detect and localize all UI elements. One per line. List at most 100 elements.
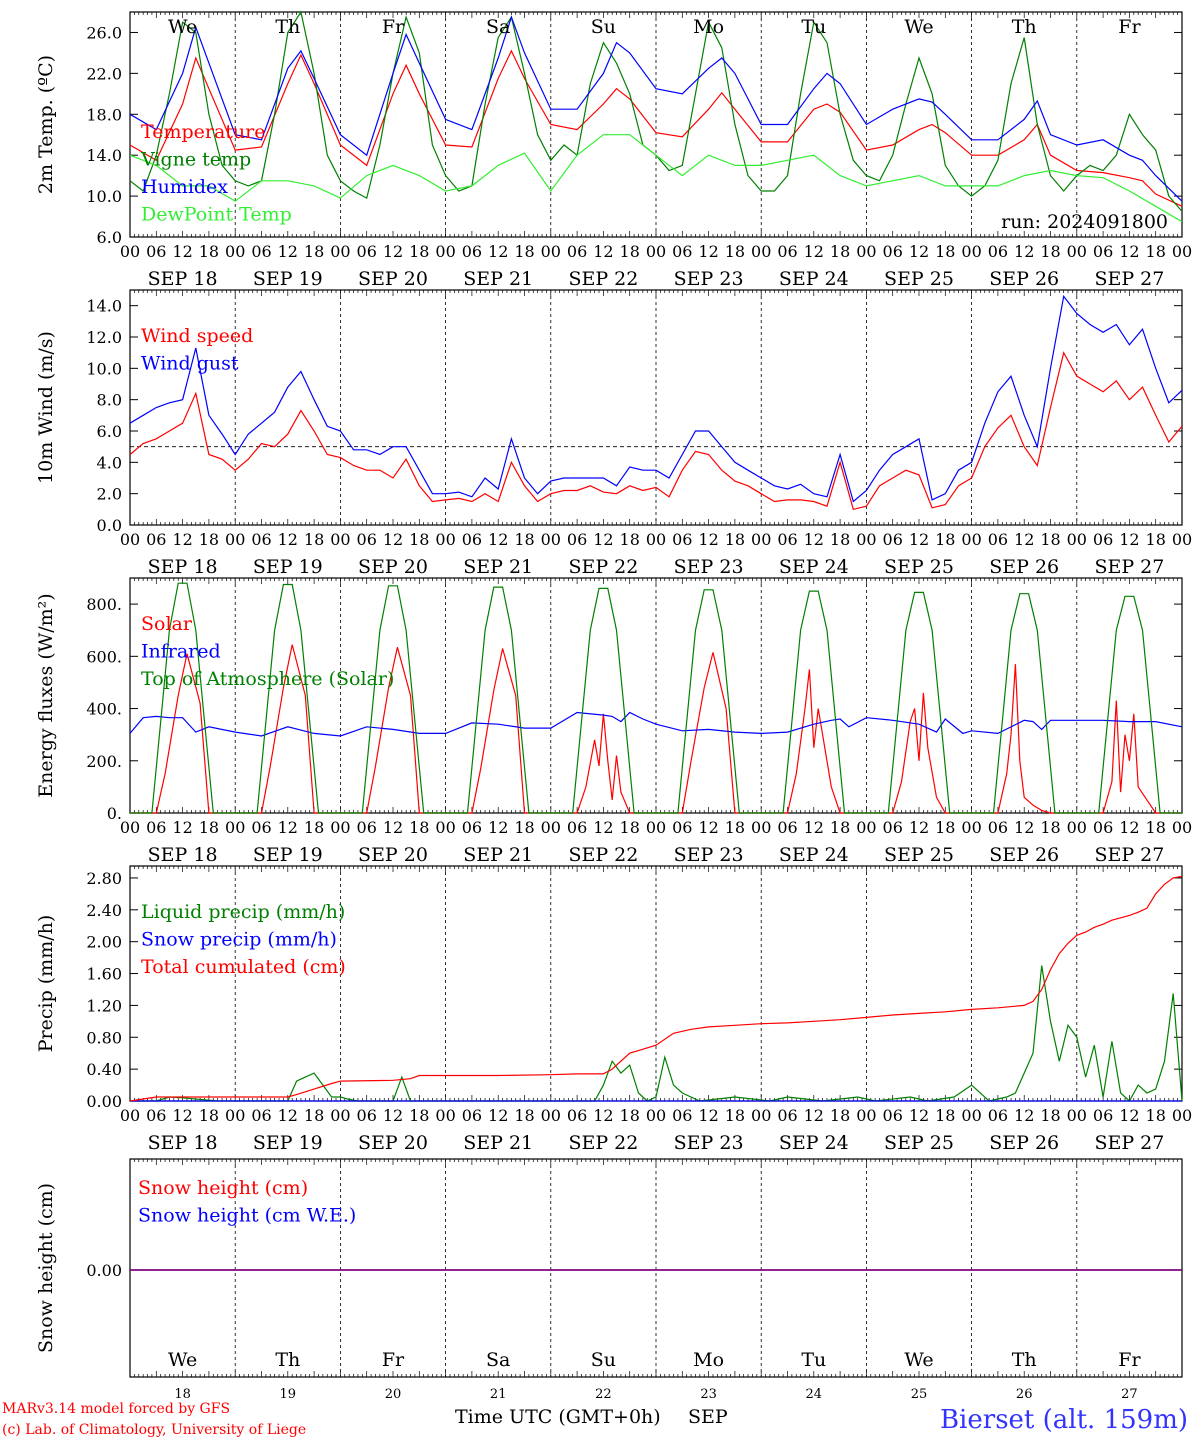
y-tick-label: 8.0 <box>97 391 122 410</box>
hour-label: 12 <box>278 818 298 837</box>
day-name: Th <box>1012 16 1037 38</box>
day-name: We <box>904 16 933 38</box>
y-tick-label: 1.60 <box>86 965 122 984</box>
y-tick-label: 0.80 <box>86 1028 122 1047</box>
date-label: SEP 25 <box>884 268 954 290</box>
panel-2: 0.0 2.0 4.0 6.0 8.0 10.0 12.0 14.0 10m Wind (m/s… <box>35 289 1192 578</box>
y-tick-label: 0.00 <box>86 1092 122 1111</box>
y-tick-label: 4.0 <box>97 453 122 472</box>
hour-label: 06 <box>462 1106 482 1125</box>
hour-label: 06 <box>567 818 587 837</box>
hour-label: 18 <box>830 530 850 549</box>
y-tick-label: 26.0 <box>86 23 122 42</box>
date-label: SEP 22 <box>568 268 638 290</box>
series-infrared <box>129 711 1183 737</box>
hour-label: 18 <box>304 530 324 549</box>
date-label: SEP 20 <box>358 268 428 290</box>
hour-label: 12 <box>1119 530 1139 549</box>
hour-label: 00 <box>225 818 245 837</box>
y-tick-label: 600. <box>86 647 122 666</box>
hour-label: 12 <box>488 530 508 549</box>
hour-label: 18 <box>620 1106 640 1125</box>
hour-label: 18 <box>514 242 534 261</box>
hour-label: 18 <box>514 818 534 837</box>
date-label: SEP 22 <box>568 844 638 866</box>
legend-item: Liquid precip (mm/h) <box>141 901 345 923</box>
hour-label: 06 <box>251 1106 271 1125</box>
hour-label: 12 <box>909 242 929 261</box>
hour-label: 12 <box>172 818 192 837</box>
hour-label: 18 <box>304 818 324 837</box>
hour-label: 18 <box>409 818 429 837</box>
legend-item: Humidex <box>141 176 228 198</box>
date-label: SEP 20 <box>358 556 428 578</box>
date-label: SEP 27 <box>1094 556 1164 578</box>
lab-credit: (c) Lab. of Climatology, University of L… <box>2 1422 306 1438</box>
hour-label: 00 <box>646 818 666 837</box>
hour-label: 18 <box>1146 1106 1166 1125</box>
y-tick-label: 10.0 <box>86 359 122 378</box>
y-axis-title: 2m Temp. (ºC) <box>35 55 57 194</box>
date-label: SEP 25 <box>884 1132 954 1154</box>
date-label: SEP 25 <box>884 556 954 578</box>
y-tick-label: 0.40 <box>86 1060 122 1079</box>
date-label: SEP 26 <box>989 844 1059 866</box>
hour-label: 06 <box>988 1106 1008 1125</box>
day-name-bottom: Sa <box>486 1349 510 1371</box>
hour-label: 06 <box>567 530 587 549</box>
month-label: SEP <box>688 1406 728 1428</box>
series-humidex <box>129 15 1183 202</box>
day-name: Fr <box>382 16 405 38</box>
series-solar <box>130 644 1182 814</box>
hour-label: 18 <box>514 530 534 549</box>
y-tick-label: 800. <box>86 595 122 614</box>
day-number: 20 <box>385 1387 402 1402</box>
hour-label: 00 <box>435 1106 455 1125</box>
series-total-cumulated-cm- <box>129 875 1183 1102</box>
hour-label: 06 <box>357 818 377 837</box>
day-number: 23 <box>700 1387 717 1402</box>
hour-label: 00 <box>120 530 140 549</box>
day-name-bottom: Su <box>591 1349 616 1371</box>
hour-label: 18 <box>830 242 850 261</box>
date-label: SEP 24 <box>779 268 849 290</box>
hour-label: 06 <box>357 1106 377 1125</box>
date-label: SEP 27 <box>1094 268 1164 290</box>
hour-label: 00 <box>330 818 350 837</box>
hour-label: 18 <box>199 1106 219 1125</box>
legend-item: Snow height (cm W.E.) <box>138 1205 356 1227</box>
hour-label: 18 <box>830 818 850 837</box>
date-label: SEP 18 <box>148 1132 218 1154</box>
hour-label: 06 <box>1093 818 1113 837</box>
hour-label: 18 <box>935 530 955 549</box>
hour-label: 00 <box>961 818 981 837</box>
series-liquid-precip-mm-h- <box>130 965 1183 1102</box>
hour-label: 18 <box>620 242 640 261</box>
y-tick-label: 2.40 <box>86 901 122 920</box>
day-number: 26 <box>1016 1387 1033 1402</box>
date-label: SEP 20 <box>358 844 428 866</box>
y-tick-label: 6.0 <box>97 228 122 247</box>
day-number: 18 <box>174 1387 191 1402</box>
y-tick-label: 0.00 <box>86 1261 122 1280</box>
date-label: SEP 27 <box>1094 844 1164 866</box>
hour-label: 00 <box>330 242 350 261</box>
legend-item: Snow height (cm) <box>138 1177 308 1199</box>
hour-label: 12 <box>1014 1106 1034 1125</box>
legend-item: Temperature <box>141 121 265 143</box>
run-label: run: 2024091800 <box>1001 211 1168 233</box>
hour-label: 12 <box>1119 242 1139 261</box>
hour-label: 00 <box>541 818 561 837</box>
date-label: SEP 22 <box>568 1132 638 1154</box>
date-label: SEP 23 <box>674 268 744 290</box>
panel-3: 0. 200. 400. 600. 800. Energy fluxes (W/m²) So… <box>35 577 1192 866</box>
day-number: 25 <box>911 1387 928 1402</box>
date-label: SEP 19 <box>253 844 323 866</box>
hour-label: 12 <box>172 242 192 261</box>
date-label: SEP 23 <box>674 1132 744 1154</box>
legend-item: Solar <box>141 613 193 635</box>
date-label: SEP 19 <box>253 1132 323 1154</box>
legend-item: Top of Atmosphere (Solar) <box>141 668 394 690</box>
